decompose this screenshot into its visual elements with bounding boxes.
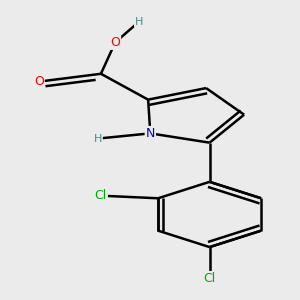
Text: O: O	[34, 75, 44, 88]
Text: H: H	[135, 16, 143, 27]
Text: O: O	[110, 36, 120, 49]
Text: N: N	[146, 127, 155, 140]
Text: H: H	[94, 134, 102, 144]
Text: Cl: Cl	[203, 272, 216, 285]
Text: Cl: Cl	[95, 189, 107, 202]
